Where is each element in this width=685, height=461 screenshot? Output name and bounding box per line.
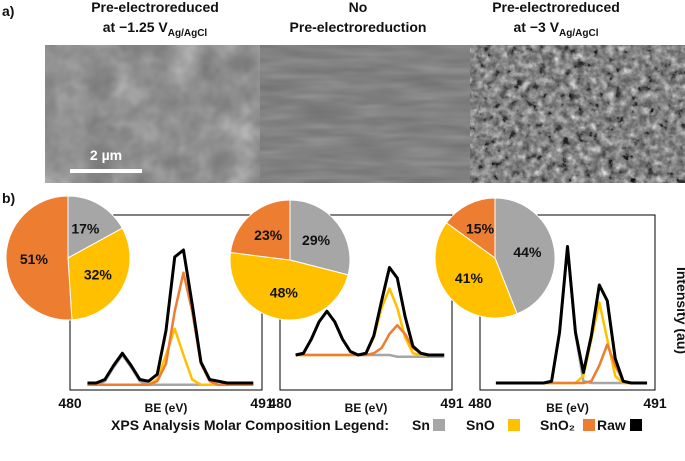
- legend-swatch: [433, 419, 445, 431]
- pie-slice: [289, 199, 351, 276]
- x-tick-label: 480: [468, 395, 492, 411]
- title-subscript: Ag/AgCl: [168, 28, 208, 39]
- x-tick-label: 480: [268, 395, 292, 411]
- pie-label: 17%: [71, 221, 100, 237]
- image-title: at −3 VAg/AgCl: [514, 19, 599, 39]
- pies: 17% 32% 51% 29% 48% 23% 44% 41% 15%: [5, 195, 556, 321]
- pie-label: 29%: [302, 232, 331, 248]
- pie-slice: [5, 195, 73, 321]
- x-tick-label: 480: [58, 395, 82, 411]
- title-text: at −3 V: [514, 19, 560, 35]
- panel-label: a): [2, 3, 14, 19]
- pie-label: 41%: [455, 270, 484, 286]
- x-axis-label: BE (eV): [345, 401, 388, 415]
- x-tick-label: 491: [643, 395, 667, 411]
- pie-slice: [67, 227, 131, 321]
- legend-label: SnO: [466, 417, 495, 433]
- x-tick-label: 491: [250, 395, 274, 411]
- spectrum-line: [295, 324, 445, 357]
- title-subscript: Ag/AgCl: [559, 28, 599, 39]
- pie-label: 44%: [513, 244, 542, 260]
- sem-texture: [470, 45, 685, 183]
- y-axis-label: Intensity (au): [674, 267, 685, 354]
- legend-label: Raw: [597, 417, 626, 433]
- legend-swatch: [583, 419, 595, 431]
- pie-label: 23%: [254, 227, 283, 243]
- pie-slice: [229, 251, 349, 321]
- pie-slice: [229, 199, 291, 261]
- legend-swatch: [508, 419, 520, 431]
- image-title: Pre-electroreduced: [91, 0, 219, 15]
- pie-label: 32%: [84, 266, 113, 282]
- image-title: Pre-electroreduction: [290, 19, 427, 35]
- image-title: at −1.25 VAg/AgCl: [103, 19, 208, 39]
- spectrum-line: [495, 301, 648, 385]
- legend-title: XPS Analysis Molar Composition Legend:: [111, 417, 389, 433]
- x-tick-label: 491: [440, 395, 464, 411]
- sem-texture: [260, 45, 470, 183]
- title-text: at −1.25 V: [103, 19, 169, 35]
- spectrum-line: [295, 266, 445, 357]
- sem-texture: [45, 45, 260, 183]
- pie-slice: [494, 197, 556, 315]
- scale-bar-label: 2 µm: [90, 147, 122, 163]
- spectrum-line: [87, 248, 254, 385]
- legend: Sn SnO SnO₂ Raw: [412, 417, 642, 433]
- image-title: No: [349, 0, 368, 15]
- spectrum-line: [87, 271, 254, 386]
- spectrum-line: [295, 310, 445, 358]
- x-axis-label: BE (eV): [145, 401, 188, 415]
- legend-label: SnO₂: [540, 417, 575, 433]
- x-axis-label: BE (eV): [546, 401, 589, 415]
- pie-label: 51%: [20, 251, 49, 267]
- spectrum-line: [495, 245, 648, 385]
- pie-slice: [67, 195, 124, 259]
- pie-slice: [434, 222, 518, 319]
- pie-label: 15%: [466, 221, 495, 237]
- spectrum-line: [495, 343, 648, 385]
- legend-swatch: [630, 419, 642, 431]
- pie-slice: [445, 197, 496, 259]
- image-title: Pre-electroreduced: [492, 0, 620, 15]
- legend-label: Sn: [412, 417, 430, 433]
- panel-label: b): [2, 190, 15, 206]
- pie-label: 48%: [270, 284, 299, 300]
